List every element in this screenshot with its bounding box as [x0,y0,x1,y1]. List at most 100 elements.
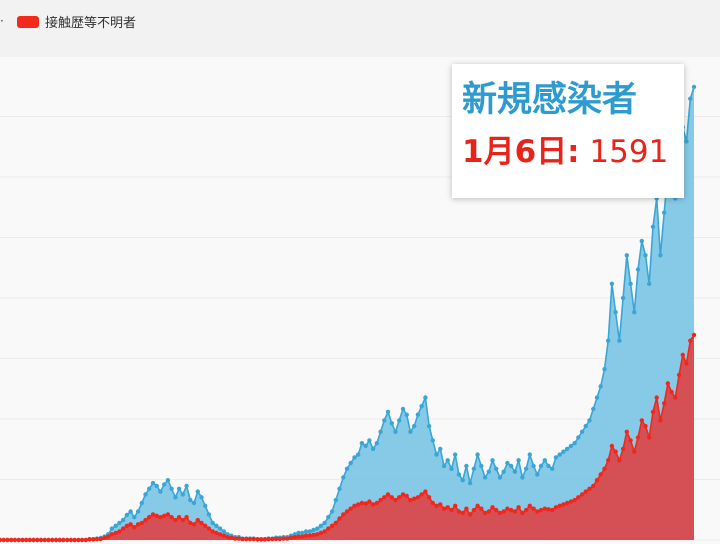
data-point-unknown [382,495,387,500]
data-point-unknown [564,500,570,506]
data-point-unknown [647,435,652,440]
data-point-total [154,483,159,489]
data-point-unknown [38,537,44,543]
data-point-total [490,458,495,463]
data-point-unknown [415,495,421,500]
data-point-unknown [669,389,674,395]
data-point-total [307,529,312,534]
data-point-unknown [650,409,656,415]
data-point-unknown [300,534,305,539]
data-point-unknown [143,517,148,523]
data-point-total [613,310,618,315]
data-point-unknown [594,478,600,483]
data-point-total [221,529,227,534]
data-point-total [438,446,443,452]
data-point-total [363,443,368,449]
data-point-unknown [531,506,536,511]
data-point-total [113,523,118,528]
data-point-unknown [628,438,633,443]
data-point-total [609,281,615,286]
data-point-unknown [389,495,394,500]
data-point-total [538,463,544,469]
series-area-unknown [0,335,694,540]
data-point-unknown [561,502,566,507]
data-point-unknown [538,507,544,513]
data-point-unknown [419,492,424,497]
data-point-total [128,509,133,514]
data-point-unknown [98,536,103,542]
data-point-unknown [512,509,518,514]
data-point-unknown [486,509,491,514]
data-point-unknown [83,537,89,543]
data-point-unknown [546,507,551,512]
data-point-total [206,512,212,517]
data-point-unknown [229,535,234,540]
data-point-unknown [341,512,346,517]
data-point-unknown [318,530,324,536]
tooltip-date: 1月6日: [462,134,580,170]
data-point-total [176,486,182,491]
data-point-unknown [445,505,450,510]
data-point-unknown [76,537,81,543]
data-point-unknown [135,522,141,527]
data-point-unknown [303,533,309,538]
data-point-total [467,480,473,486]
data-point-total [344,466,350,471]
data-point-unknown [617,458,622,463]
data-point-unknown [79,537,85,543]
data-point-unknown [307,533,312,538]
data-point-unknown [311,532,316,538]
data-point-total [482,475,488,480]
data-point-total [647,281,652,286]
data-point-total [296,530,301,536]
data-point-total [382,418,387,423]
data-point-total [684,139,689,144]
data-point-unknown [426,495,432,500]
data-point-unknown [471,507,477,513]
data-point-unknown [408,497,413,503]
area-chart[interactable] [0,56,720,544]
data-point-total [412,423,417,429]
data-point-total [658,253,663,258]
data-point-total [162,482,167,487]
data-point-unknown [35,537,40,543]
data-point-unknown [87,537,92,542]
data-point-total [643,253,648,258]
data-point-unknown [94,536,100,542]
data-point-unknown [16,537,21,543]
legend-item-unknown[interactable]: 接触歴等不明者 [17,12,136,31]
data-point-unknown [333,520,338,526]
data-point-unknown [117,529,122,534]
data-point-unknown [665,381,671,386]
data-point-total [620,295,626,301]
data-point-unknown [613,449,618,454]
legend-label-unknown: 接触歴等不明者 [45,16,137,31]
data-point-total [173,495,178,500]
data-point-total [546,463,551,469]
data-point-total [688,96,693,101]
data-point-unknown [553,505,559,510]
data-point-unknown [188,520,193,526]
data-point-total [214,523,219,528]
data-point-total [303,529,309,534]
data-point-unknown [658,418,663,423]
data-point-unknown [128,522,133,527]
data-point-unknown [42,537,47,543]
series-points [0,84,697,543]
data-point-unknown [456,509,462,514]
data-point-total [441,463,447,469]
data-point-total [385,409,391,415]
data-point-unknown [374,500,379,506]
data-point-unknown [236,536,241,541]
data-point-total [449,466,454,471]
data-point-total [509,463,514,469]
data-point-total [143,492,148,497]
data-point-total [423,395,428,400]
data-point-unknown [191,522,197,527]
data-point-unknown [292,535,297,540]
data-point-unknown [576,495,581,500]
data-point-unknown [542,506,547,511]
data-point-total [512,469,518,474]
data-point-unknown [367,499,372,504]
data-point-unknown [113,530,118,536]
